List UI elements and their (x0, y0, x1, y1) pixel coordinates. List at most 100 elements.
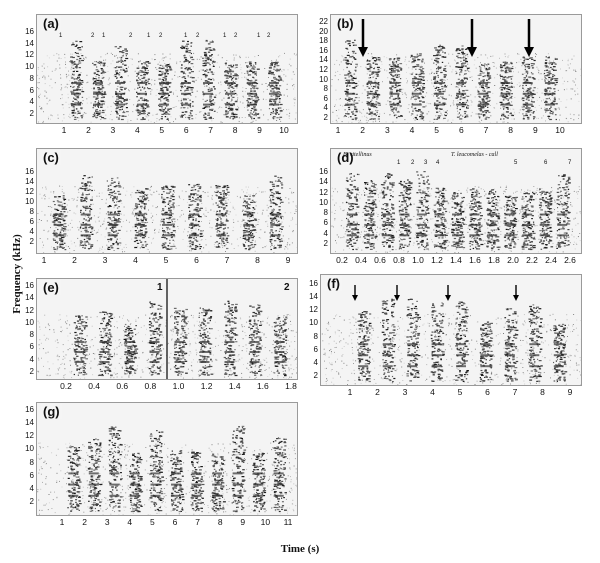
x-tick-label: 9 (285, 255, 291, 265)
x-tick-label: 4 (127, 517, 133, 527)
x-tick-label: 3 (102, 255, 108, 265)
y-tick-label: 8 (323, 84, 328, 94)
spectrogram-e-plot (37, 279, 297, 379)
x-tick-label: 4 (133, 255, 138, 265)
x-tick-label: 2 (86, 125, 91, 135)
panel-label-g: (g) (41, 404, 62, 419)
x-tick-label: 9 (532, 125, 538, 135)
call-label: 2 (129, 33, 133, 39)
y-tick-label: 14 (25, 177, 34, 186)
x-tick-label: 2.6 (564, 255, 576, 265)
x-tick-label: 1.0 (172, 381, 185, 391)
x-tick-label: 4 (409, 125, 415, 135)
y-tick-label: 2 (323, 239, 328, 248)
y-tick-label: 4 (29, 483, 34, 493)
spectrogram-panel-d: (d) B. vitellinus T. leucomelas - call 1… (330, 148, 582, 254)
x-tick-label: 8 (540, 387, 545, 397)
y-tick-label: 6 (29, 85, 34, 95)
y-tick-label: 14 (25, 418, 34, 428)
spectrogram-texture (37, 425, 297, 515)
call-label: 2 (411, 160, 415, 166)
x-tick-label: 1.8 (488, 255, 500, 265)
spectrogram-panel-c: (c) (36, 148, 298, 254)
panel-label-c: (c) (41, 150, 61, 165)
y-tick-label: 12 (25, 305, 34, 315)
x-tick-label: 0.8 (393, 255, 405, 265)
y-tick-label: 10 (319, 74, 328, 84)
spectrogram-f-plot (321, 285, 581, 385)
call-label: 1 (223, 33, 227, 39)
x-tick-label: 1.2 (200, 381, 213, 391)
spectrogram-texture (331, 171, 581, 253)
x-tick-label: 0.8 (144, 381, 157, 391)
x-tick-label: 3 (402, 387, 408, 397)
x-tick-label: 1 (335, 125, 341, 135)
panel-label-f: (f) (325, 276, 342, 291)
y-tick-label: 16 (319, 167, 328, 176)
x-tick-label: 1.6 (256, 381, 269, 391)
y-tick-label: 8 (313, 331, 318, 341)
x-tick-label: 2 (72, 255, 77, 265)
y-tick-label: 22 (319, 17, 328, 26)
x-tick-label: 10 (260, 517, 271, 527)
call-label: 1 (184, 33, 188, 39)
y-tick-label: 16 (319, 45, 328, 55)
call-label: 1 (59, 33, 63, 39)
y-tick-label: 10 (25, 62, 34, 72)
y-tick-label: 14 (319, 55, 328, 65)
y-tick-label: 20 (319, 26, 328, 36)
y-tick-label: 4 (29, 354, 34, 364)
y-tick-label: 12 (25, 50, 34, 60)
x-tick-label: 6 (183, 125, 189, 135)
spectrogram-panel-e: (e) 1 2 (36, 278, 298, 380)
y-tick-label: 4 (313, 357, 318, 367)
y-tick-label: 12 (319, 65, 328, 74)
x-tick-label: 6 (172, 517, 178, 527)
panel-label-a: (a) (41, 16, 61, 31)
x-tick-label: 11 (283, 517, 293, 527)
x-tick-label: 6 (485, 387, 490, 397)
call-label: 1 (397, 160, 401, 166)
x-tick-label: 1.2 (431, 255, 443, 265)
spectrogram-panel-f: (f) (320, 274, 582, 386)
y-tick-label: 8 (29, 457, 34, 467)
y-tick-label: 4 (29, 97, 34, 107)
x-tick-label: 3 (384, 125, 390, 135)
x-tick-label: 5 (150, 517, 155, 527)
y-tick-label: 8 (29, 330, 34, 340)
x-tick-label: 2.4 (545, 255, 557, 265)
call-label: 5 (514, 160, 518, 166)
y-tick-label: 10 (319, 197, 328, 207)
spectrogram-panel-b: (b) (330, 14, 582, 124)
call-label: 3 (424, 160, 428, 166)
x-tick-label: 4 (430, 387, 435, 397)
call-label: 1 (147, 33, 151, 39)
x-tick-label: 0.2 (336, 255, 348, 265)
y-tick-label: 2 (323, 113, 328, 122)
call-label: 2 (159, 33, 163, 39)
x-tick-label: 1.8 (285, 381, 297, 391)
call-label: 2 (91, 33, 95, 39)
x-tick-label: 7 (512, 387, 518, 397)
x-tick-label: 0.6 (374, 255, 386, 265)
y-tick-label: 14 (319, 177, 328, 187)
x-tick-label: 8 (255, 255, 260, 265)
arrow-marker (358, 19, 368, 57)
x-tick-label: 2.2 (526, 255, 538, 265)
arrow-marker (513, 285, 519, 301)
spectrogram-c-plot (37, 175, 297, 253)
call-label: 4 (436, 160, 440, 166)
x-tick-label: 7 (224, 255, 230, 265)
arrow-marker (352, 285, 358, 301)
spectrogram-texture (331, 39, 581, 123)
spectrogram-panel-a: (a) 1 2 1 2 1 2 1 2 1 2 1 2 (36, 14, 298, 124)
spectrogram-g-plot (37, 425, 297, 515)
y-tick-label: 16 (25, 281, 34, 290)
x-tick-label: 9 (240, 517, 246, 527)
section-label: 1 (157, 282, 163, 293)
y-tick-label: 8 (29, 73, 34, 83)
y-tick-label: 6 (313, 344, 318, 354)
call-label: 2 (267, 33, 271, 39)
spectrogram-a-plot (37, 39, 297, 123)
y-tick-label: 14 (25, 293, 34, 303)
